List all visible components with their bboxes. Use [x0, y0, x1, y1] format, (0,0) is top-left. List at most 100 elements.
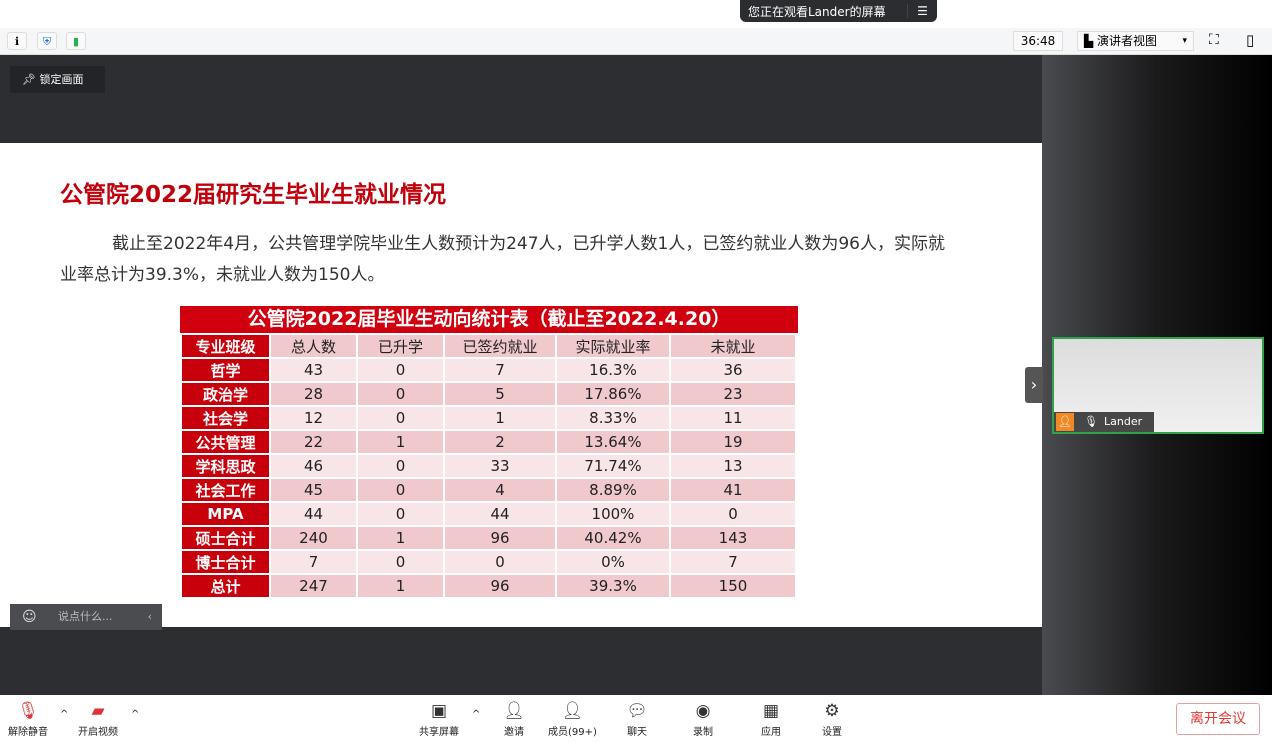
start-video-button[interactable]: ▰ 开启视频	[78, 701, 118, 738]
table-cell: 公共管理	[182, 431, 269, 453]
emoji-icon[interactable]: ☺	[22, 609, 37, 625]
table-cell: 45	[271, 479, 356, 501]
table-cell: 0	[358, 407, 443, 429]
table-title: 公管院2022届毕业生动向统计表（截止至2022.4.20）	[180, 306, 798, 333]
table-cell: 11	[671, 407, 795, 429]
unmute-button[interactable]: 🎙︎ 解除静音	[8, 701, 48, 738]
members-button[interactable]: 👤︎ 成员(99+)	[548, 701, 597, 738]
participant-name: Lander	[1104, 415, 1143, 428]
table-cell: 23	[671, 383, 795, 405]
table-row: 博士合计 7 0 0 0% 7	[182, 551, 795, 573]
table-row: 政治学 28 0 5 17.86% 23	[182, 383, 795, 405]
table-cell: 1	[358, 575, 443, 597]
employment-table: 专业班级 总人数 已升学 已签约就业 实际就业率 未就业 哲学 43 0 7 16.3% 36 政治学 2…	[180, 333, 797, 599]
header-cell: 已升学	[358, 335, 443, 357]
mic-muted-icon: 🎙︎	[17, 701, 39, 721]
audio-options-chevron[interactable]: ^	[60, 709, 69, 720]
table-cell: 40.42%	[557, 527, 669, 549]
table-cell: 13.64%	[557, 431, 669, 453]
video-options-chevron[interactable]: ^	[131, 709, 140, 720]
participant-video[interactable]: 👤︎ 🎙︎ Lander	[1052, 337, 1264, 434]
table-cell: MPA	[182, 503, 269, 525]
view-mode-label: 演讲者视图	[1097, 34, 1158, 48]
sidebar-toggle-icon[interactable]: ▯	[1246, 31, 1255, 49]
table-cell: 7	[671, 551, 795, 573]
share-screen-button[interactable]: ▣ 共享屏幕	[419, 701, 459, 738]
table-cell: 19	[671, 431, 795, 453]
chat-icon: 💬︎	[626, 701, 648, 721]
share-label: 共享屏幕	[419, 727, 459, 738]
table-cell: 36	[671, 359, 795, 381]
table-cell: 社会工作	[182, 479, 269, 501]
video-panel: 👤︎ 🎙︎ Lander	[1042, 55, 1272, 695]
table-cell: 哲学	[182, 359, 269, 381]
unmute-label: 解除静音	[8, 727, 48, 738]
table-cell: 学科思政	[182, 455, 269, 477]
table-cell: 46	[271, 455, 356, 477]
table-cell: 0	[358, 503, 443, 525]
table-cell: 71.74%	[557, 455, 669, 477]
table-cell: 政治学	[182, 383, 269, 405]
apps-button[interactable]: ▦ 应用	[759, 701, 783, 738]
table-cell: 8.33%	[557, 407, 669, 429]
slide-paragraph: 截止至2022年4月，公共管理学院毕业生人数预计为247人，已升学人数1人，已签…	[60, 234, 945, 285]
header-cell: 总人数	[271, 335, 356, 357]
table-cell: 44	[271, 503, 356, 525]
table-cell: 1	[358, 527, 443, 549]
table-cell: 社会学	[182, 407, 269, 429]
record-button[interactable]: ◉ 录制	[691, 701, 715, 738]
info-icon[interactable]: ℹ	[7, 32, 27, 50]
signal-icon[interactable]: ▮	[66, 32, 86, 50]
lock-view-label: 锁定画面	[39, 73, 84, 86]
table-cell: 0	[358, 479, 443, 501]
table-row: 社会工作 45 0 4 8.89% 41	[182, 479, 795, 501]
header-cell: 未就业	[671, 335, 795, 357]
table-cell: 96	[445, 527, 555, 549]
invite-button[interactable]: 👤︎ 邀请	[502, 701, 526, 738]
table-cell: 总计	[182, 575, 269, 597]
table-row: 哲学 43 0 7 16.3% 36	[182, 359, 795, 381]
table-cell: 100%	[557, 503, 669, 525]
table-cell: 150	[671, 575, 795, 597]
table-cell: 8.89%	[557, 479, 669, 501]
chat-input[interactable]: ☺ 说点什么... ‹	[10, 604, 162, 630]
menu-icon[interactable]: ☰	[907, 4, 937, 18]
shield-icon[interactable]: ⛨	[37, 32, 57, 50]
view-mode-dropdown[interactable]: ▙ 演讲者视图 ▾	[1077, 31, 1194, 51]
chat-label: 聊天	[627, 727, 647, 738]
table-cell: 43	[271, 359, 356, 381]
chat-button[interactable]: 💬︎ 聊天	[625, 701, 649, 738]
table-cell: 0	[358, 359, 443, 381]
header-cell: 专业班级	[182, 335, 269, 357]
apps-label: 应用	[761, 727, 781, 738]
microphone-icon: 🎙︎	[1084, 415, 1098, 428]
table-cell: 28	[271, 383, 356, 405]
fullscreen-icon[interactable]: ⛶	[1209, 32, 1219, 48]
share-options-chevron[interactable]: ^	[472, 709, 481, 720]
meeting-timer: 36:48	[1013, 31, 1063, 51]
table-cell: 12	[271, 407, 356, 429]
table-cell: 博士合计	[182, 551, 269, 573]
leave-meeting-button[interactable]: 离开会议	[1176, 703, 1260, 735]
table-cell: 16.3%	[557, 359, 669, 381]
presentation-slide: 公管院2022届研究生毕业生就业情况 截止至2022年4月，公共管理学院毕业生人…	[0, 143, 1042, 627]
table-cell: 1	[445, 407, 555, 429]
settings-label: 设置	[822, 727, 842, 738]
table-header-row: 专业班级 总人数 已升学 已签约就业 实际就业率 未就业	[182, 335, 795, 357]
table-cell: 5	[445, 383, 555, 405]
table-cell: 0	[671, 503, 795, 525]
table-row: 硕士合计 240 1 96 40.42% 143	[182, 527, 795, 549]
collapse-panel-button[interactable]: ›	[1025, 367, 1043, 403]
table-cell: 7	[271, 551, 356, 573]
chat-placeholder: 说点什么...	[58, 610, 113, 623]
settings-button[interactable]: ⚙ 设置	[820, 701, 844, 738]
chevron-left-icon[interactable]: ‹	[147, 610, 152, 623]
share-screen-icon: ▣	[430, 701, 448, 721]
table-cell: 17.86%	[557, 383, 669, 405]
lock-view-button[interactable]: 📌︎ 锁定画面	[10, 66, 105, 93]
table-cell: 1	[358, 431, 443, 453]
participant-name-bar: 👤︎ 🎙︎ Lander	[1054, 412, 1154, 432]
avatar-icon: 👤︎	[1056, 413, 1074, 431]
table-row: 社会学 12 0 1 8.33% 11	[182, 407, 795, 429]
table-cell: 13	[671, 455, 795, 477]
